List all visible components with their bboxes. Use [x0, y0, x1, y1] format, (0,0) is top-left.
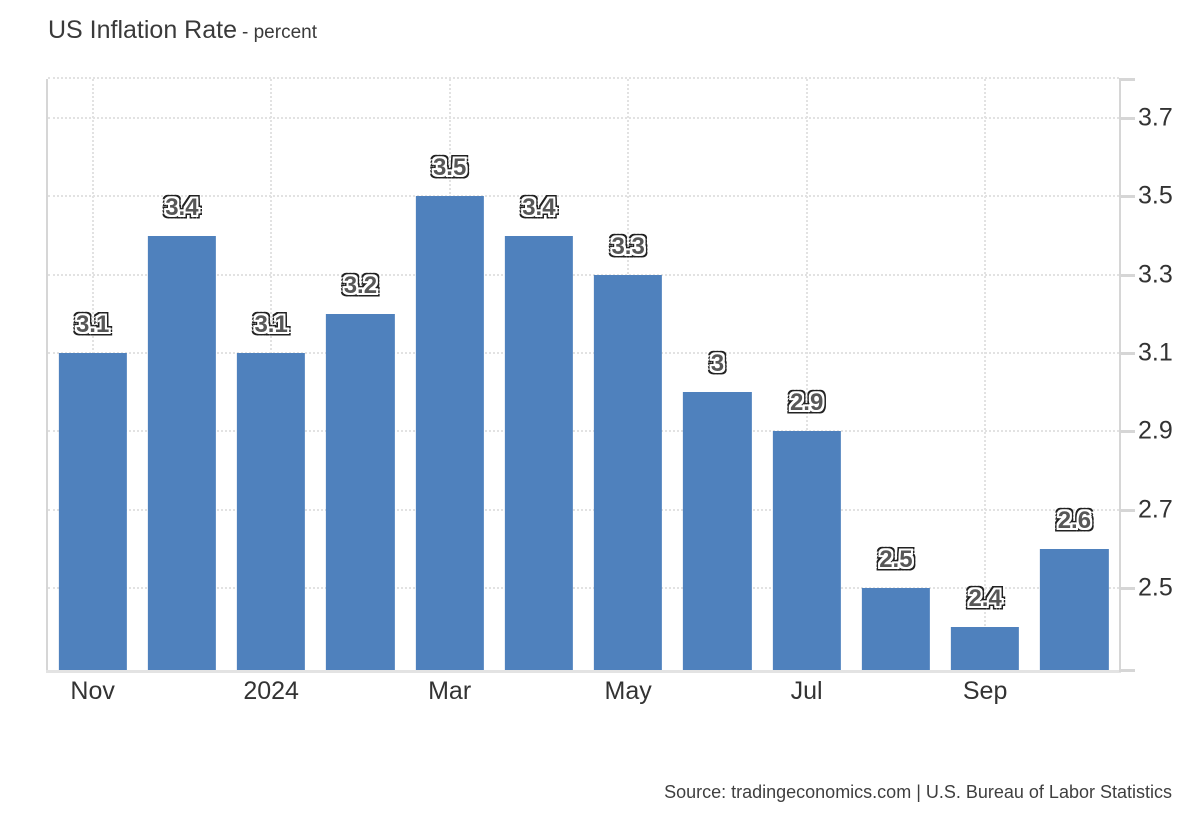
- bar-value-label: 3.2: [343, 271, 378, 299]
- y-axis-tick-label: 2.9: [1138, 416, 1173, 445]
- x-axis-tick-label: Jul: [790, 677, 823, 705]
- bar-Apr[interactable]: [504, 235, 574, 670]
- bar-Mar[interactable]: [415, 196, 484, 670]
- v-gridline: [805, 79, 808, 670]
- x-axis-tick-label: Mar: [428, 677, 472, 705]
- bar-2024[interactable]: [236, 352, 306, 670]
- x-axis: Nov 2024 Mar May Jul Sep: [48, 677, 1119, 711]
- bar-value-label: 3: [710, 350, 725, 378]
- bar-value-label: 3.4: [522, 193, 556, 221]
- h-gridline: [48, 430, 1119, 433]
- bar-value-label: 3.4: [165, 193, 199, 221]
- x-axis-tick-label: May: [604, 677, 652, 705]
- y-axis-edge-tick: [1119, 669, 1135, 672]
- y-axis-tick-label: 3.5: [1138, 181, 1173, 210]
- bar-May[interactable]: [593, 274, 663, 670]
- x-axis-tick-label: Sep: [962, 677, 1008, 705]
- bar-value-label: 3.3: [611, 232, 645, 260]
- bar-value-label: 2.4: [968, 584, 1002, 612]
- x-axis-line: [46, 670, 1121, 673]
- h-gridline: [48, 351, 1119, 354]
- bar-Jul[interactable]: [772, 431, 841, 670]
- y-axis-tick-label: 3.1: [1138, 338, 1173, 367]
- chart-header: US Inflation Rate - percent: [48, 16, 317, 45]
- y-axis-tick: [1119, 351, 1135, 355]
- x-axis-tick-label: Nov: [70, 677, 115, 705]
- v-gridline: [984, 79, 987, 670]
- y-axis-tick-label: 3.7: [1138, 103, 1173, 132]
- chart-title: US Inflation Rate: [48, 16, 237, 44]
- y-axis-tick: [1119, 195, 1135, 199]
- h-gridline: [48, 273, 1119, 276]
- y-axis-edge-tick: [1119, 78, 1135, 81]
- y-axis-line-left: [46, 79, 48, 670]
- h-gridline: [48, 195, 1119, 198]
- h-gridline: [48, 586, 1119, 589]
- y-axis-line-right: [1119, 79, 1121, 670]
- bar-value-label: 3.1: [75, 310, 110, 338]
- chart-subtitle: - percent: [242, 22, 317, 43]
- x-axis-tick-label: 2024: [243, 677, 299, 705]
- y-axis-tick: [1119, 508, 1135, 512]
- bar-value-label: 3.5: [432, 154, 467, 182]
- bar-Nov[interactable]: [58, 352, 127, 670]
- bar-value-label: 3.1: [254, 310, 288, 338]
- y-axis-tick: [1119, 430, 1135, 434]
- plot-top-border: [48, 77, 1119, 79]
- h-gridline: [48, 508, 1119, 511]
- y-axis-tick: [1119, 117, 1135, 121]
- y-axis-tick: [1119, 586, 1135, 590]
- bar-Oct[interactable]: [1040, 548, 1109, 670]
- y-axis-tick: [1119, 273, 1135, 277]
- bar-value-label: 2.5: [879, 545, 913, 573]
- y-axis: 3.7 3.5 3.3 3.1 2.9 2.7 2.5: [1119, 78, 1200, 672]
- y-axis-tick-label: 3.3: [1138, 260, 1173, 289]
- bar-Sep[interactable]: [950, 626, 1020, 670]
- bar-value-label: 2.9: [789, 389, 824, 417]
- bar-value-label: 2.6: [1057, 506, 1092, 534]
- plot-area: 3.1 3.4 3.1 3.2 3.5 3.4 3.3 3 2.9 2.5 2.4 2.6: [46, 77, 1121, 673]
- bar-Dec[interactable]: [147, 235, 217, 670]
- source-attribution: Source: tradingeconomics.com | U.S. Bure…: [664, 782, 1172, 802]
- bar-Aug[interactable]: [861, 587, 931, 670]
- y-axis-tick-label: 2.5: [1138, 573, 1173, 602]
- bar-Feb[interactable]: [326, 313, 395, 670]
- h-gridline: [48, 117, 1119, 120]
- bar-Jun[interactable]: [683, 392, 752, 670]
- y-axis-tick-label: 2.7: [1138, 495, 1173, 524]
